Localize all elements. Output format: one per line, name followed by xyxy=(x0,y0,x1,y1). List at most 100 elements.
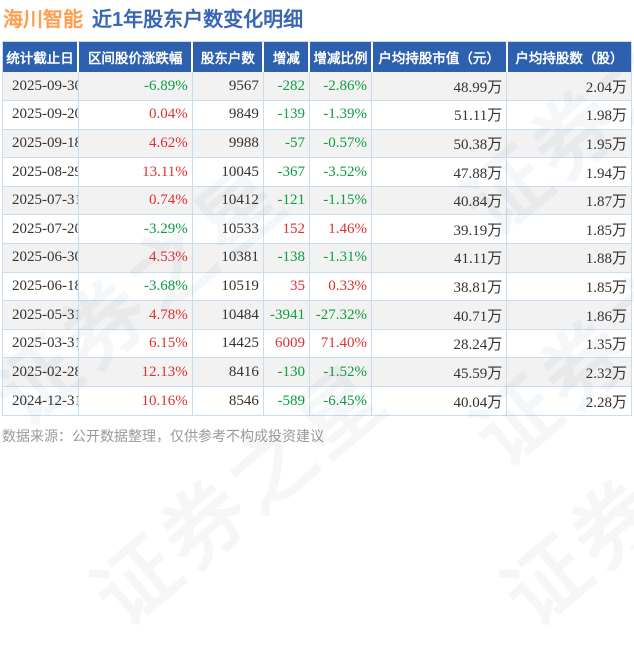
value-cell: 2.28万 xyxy=(585,394,627,411)
value-cell: 0.04% xyxy=(78,100,193,130)
table-row: 2025-03-31 6.15% 14425 6009 71.40% 28.24万 1.35… xyxy=(3,329,631,359)
value-cell: 1.95万 xyxy=(506,129,631,159)
date-cell: 2025-06-30 xyxy=(3,243,79,273)
date-cell: 2025-09-30 xyxy=(3,72,79,102)
column-header-0: 统计截止日 xyxy=(3,42,80,72)
date-cell: 2025-07-20 xyxy=(3,214,79,245)
shareholder-data-table: 统计截止日 区间股价涨跌幅 股东户数 增减 增减比例 户均持股市值（元） 户均持股数（股） … xyxy=(2,41,632,417)
value-cell: -121 xyxy=(263,186,310,216)
date-cell: 2025-05-31 xyxy=(3,300,79,330)
value-cell: 10519 xyxy=(192,272,264,302)
value-cell: 8546 xyxy=(192,386,264,416)
date-cell: 2025-02-28 xyxy=(3,357,79,388)
table-header-row: 统计截止日 区间股价涨跌幅 股东户数 增减 增减比例 户均持股市值（元） 户均持股数（股） xyxy=(3,42,631,72)
value-cell: -1.15% xyxy=(309,186,373,216)
value-cell: 51.11万 xyxy=(371,100,508,130)
value-cell: 4.53% xyxy=(78,243,193,273)
value-cell: -6.89% xyxy=(78,72,193,102)
value-cell: -3.52% xyxy=(309,157,373,187)
value-cell: 2.32万 xyxy=(506,357,631,388)
value-cell: 40.04万 xyxy=(371,386,508,416)
value-cell: 9988 xyxy=(192,129,264,159)
column-header-5: 户均持股市值（元） xyxy=(371,42,508,72)
column-header-3: 增减 xyxy=(263,42,311,72)
value-cell: 35 xyxy=(263,272,310,302)
table-row: 2025-06-18 -3.68% 10519 35 0.33% 38.81万 1.85万 xyxy=(3,272,631,302)
value-cell: 0.74% xyxy=(78,186,193,216)
value-cell: 1.46% xyxy=(309,214,373,245)
value-cell: 1.88万 xyxy=(506,243,631,273)
value-cell: -57 xyxy=(263,129,310,159)
column-header-4: 增减比例 xyxy=(309,42,373,72)
value-cell: 47.88万 xyxy=(371,157,508,187)
column-header-1: 区间股价涨跌幅 xyxy=(78,42,194,72)
value-cell: 10045 xyxy=(192,157,264,187)
value-cell: 10484 xyxy=(192,300,264,330)
value-cell: 10.16% xyxy=(78,386,193,416)
value-cell: 40.84万 xyxy=(371,186,508,216)
value-cell: -1.52% xyxy=(309,357,373,388)
value-cell: 10412 xyxy=(192,186,264,216)
value-cell: 1.98万 xyxy=(506,100,631,130)
value-cell: -3.29% xyxy=(78,214,193,245)
value-cell: -1.39% xyxy=(309,100,373,130)
value-cell: 4.78% xyxy=(78,300,193,330)
value-cell: 13.11% xyxy=(78,157,193,187)
value-cell: -3.68% xyxy=(78,272,193,302)
value-cell: -6.45% xyxy=(309,386,373,416)
value-cell: 1.35万 xyxy=(506,329,631,359)
date-cell: 2025-03-31 xyxy=(3,329,79,359)
date-cell: 2024-12-31 xyxy=(3,386,79,416)
table-row: 2025-06-30 4.53% 10381 -138 -1.31% 41.11万 1.88… xyxy=(3,243,631,273)
date-cell: 2025-09-20 xyxy=(3,100,79,130)
value-cell: 39.19万 xyxy=(371,214,508,245)
value-cell: 28.24万 xyxy=(371,329,508,359)
value-cell: -0.57% xyxy=(309,129,373,159)
value-cell: 48.99万 xyxy=(371,72,508,102)
column-header-2: 股东户数 xyxy=(192,42,265,72)
value-cell: 2.04万 xyxy=(506,72,631,102)
value-cell: -367 xyxy=(263,157,310,187)
value-cell: 1.85万 xyxy=(506,272,631,302)
value-cell: 40.71万 xyxy=(371,300,508,330)
value-cell: 1.87万 xyxy=(506,186,631,216)
column-header-6: 户均持股数（股） xyxy=(506,42,631,72)
value-cell: 6.15% xyxy=(78,329,193,359)
value-cell: 1.94万 xyxy=(506,157,631,187)
report-title: 近1年股东户数变化明细 xyxy=(92,9,304,31)
value-cell: 1.85万 xyxy=(506,214,631,245)
value-cell: 14425 xyxy=(192,329,264,359)
table-row: 2025-09-30 -6.89% 9567 -282 -2.86% 48.99万 2.04… xyxy=(3,72,631,102)
date-cell: 2025-09-18 xyxy=(3,129,79,159)
table-row: 2025-02-28 12.13% 8416 -130 -1.52% 45.59万 2.32… xyxy=(3,357,631,388)
table-row: 2025-05-31 4.78% 10484 -3941 -27.32% 40.71万 1.… xyxy=(3,300,631,330)
value-cell: 1.86万 xyxy=(506,300,631,330)
table-row: 2025-08-29 13.11% 10045 -367 -3.52% 47.88万 1.9… xyxy=(3,157,631,187)
value-cell: 50.38万 xyxy=(371,129,508,159)
value-cell: 0.33% xyxy=(309,272,373,302)
value-cell: 41.11万 xyxy=(371,243,508,273)
value-cell: 10533 xyxy=(192,214,264,245)
value-cell: 12.13% xyxy=(78,357,193,388)
table-row: 2025-07-31 0.74% 10412 -121 -1.15% 40.84万 1.87… xyxy=(3,186,631,216)
value-cell: 152 xyxy=(263,214,310,245)
value-cell: -3941 xyxy=(263,300,310,330)
value-cell: 8416 xyxy=(192,357,264,388)
value-cell: 4.62% xyxy=(78,129,193,159)
data-source-note: 数据来源：公开数据整理，仅供参考不构成投资建议 xyxy=(2,428,324,444)
table-row: 2025-09-18 4.62% 9988 -57 -0.57% 50.38万 1.95万 xyxy=(3,129,631,159)
value-cell: 38.81万 xyxy=(371,272,508,302)
value-cell: -282 xyxy=(263,72,310,102)
value-cell: 71.40% xyxy=(309,329,373,359)
value-cell: -139 xyxy=(263,100,310,130)
stock-name: 海川智能 xyxy=(3,9,83,31)
date-cell: 2025-08-29 xyxy=(3,157,79,187)
value-cell: -1.31% xyxy=(309,243,373,273)
value-cell: -2.86% xyxy=(309,72,373,102)
value-cell: 6009 xyxy=(263,329,310,359)
page-title: 海川智能 近1年股东户数变化明细 xyxy=(3,6,303,34)
table-row: 2025-09-20 0.04% 9849 -139 -1.39% 51.11万 1.98万 xyxy=(3,100,631,130)
value-cell: -589 xyxy=(263,386,310,416)
date-cell: 2025-06-18 xyxy=(3,272,79,302)
